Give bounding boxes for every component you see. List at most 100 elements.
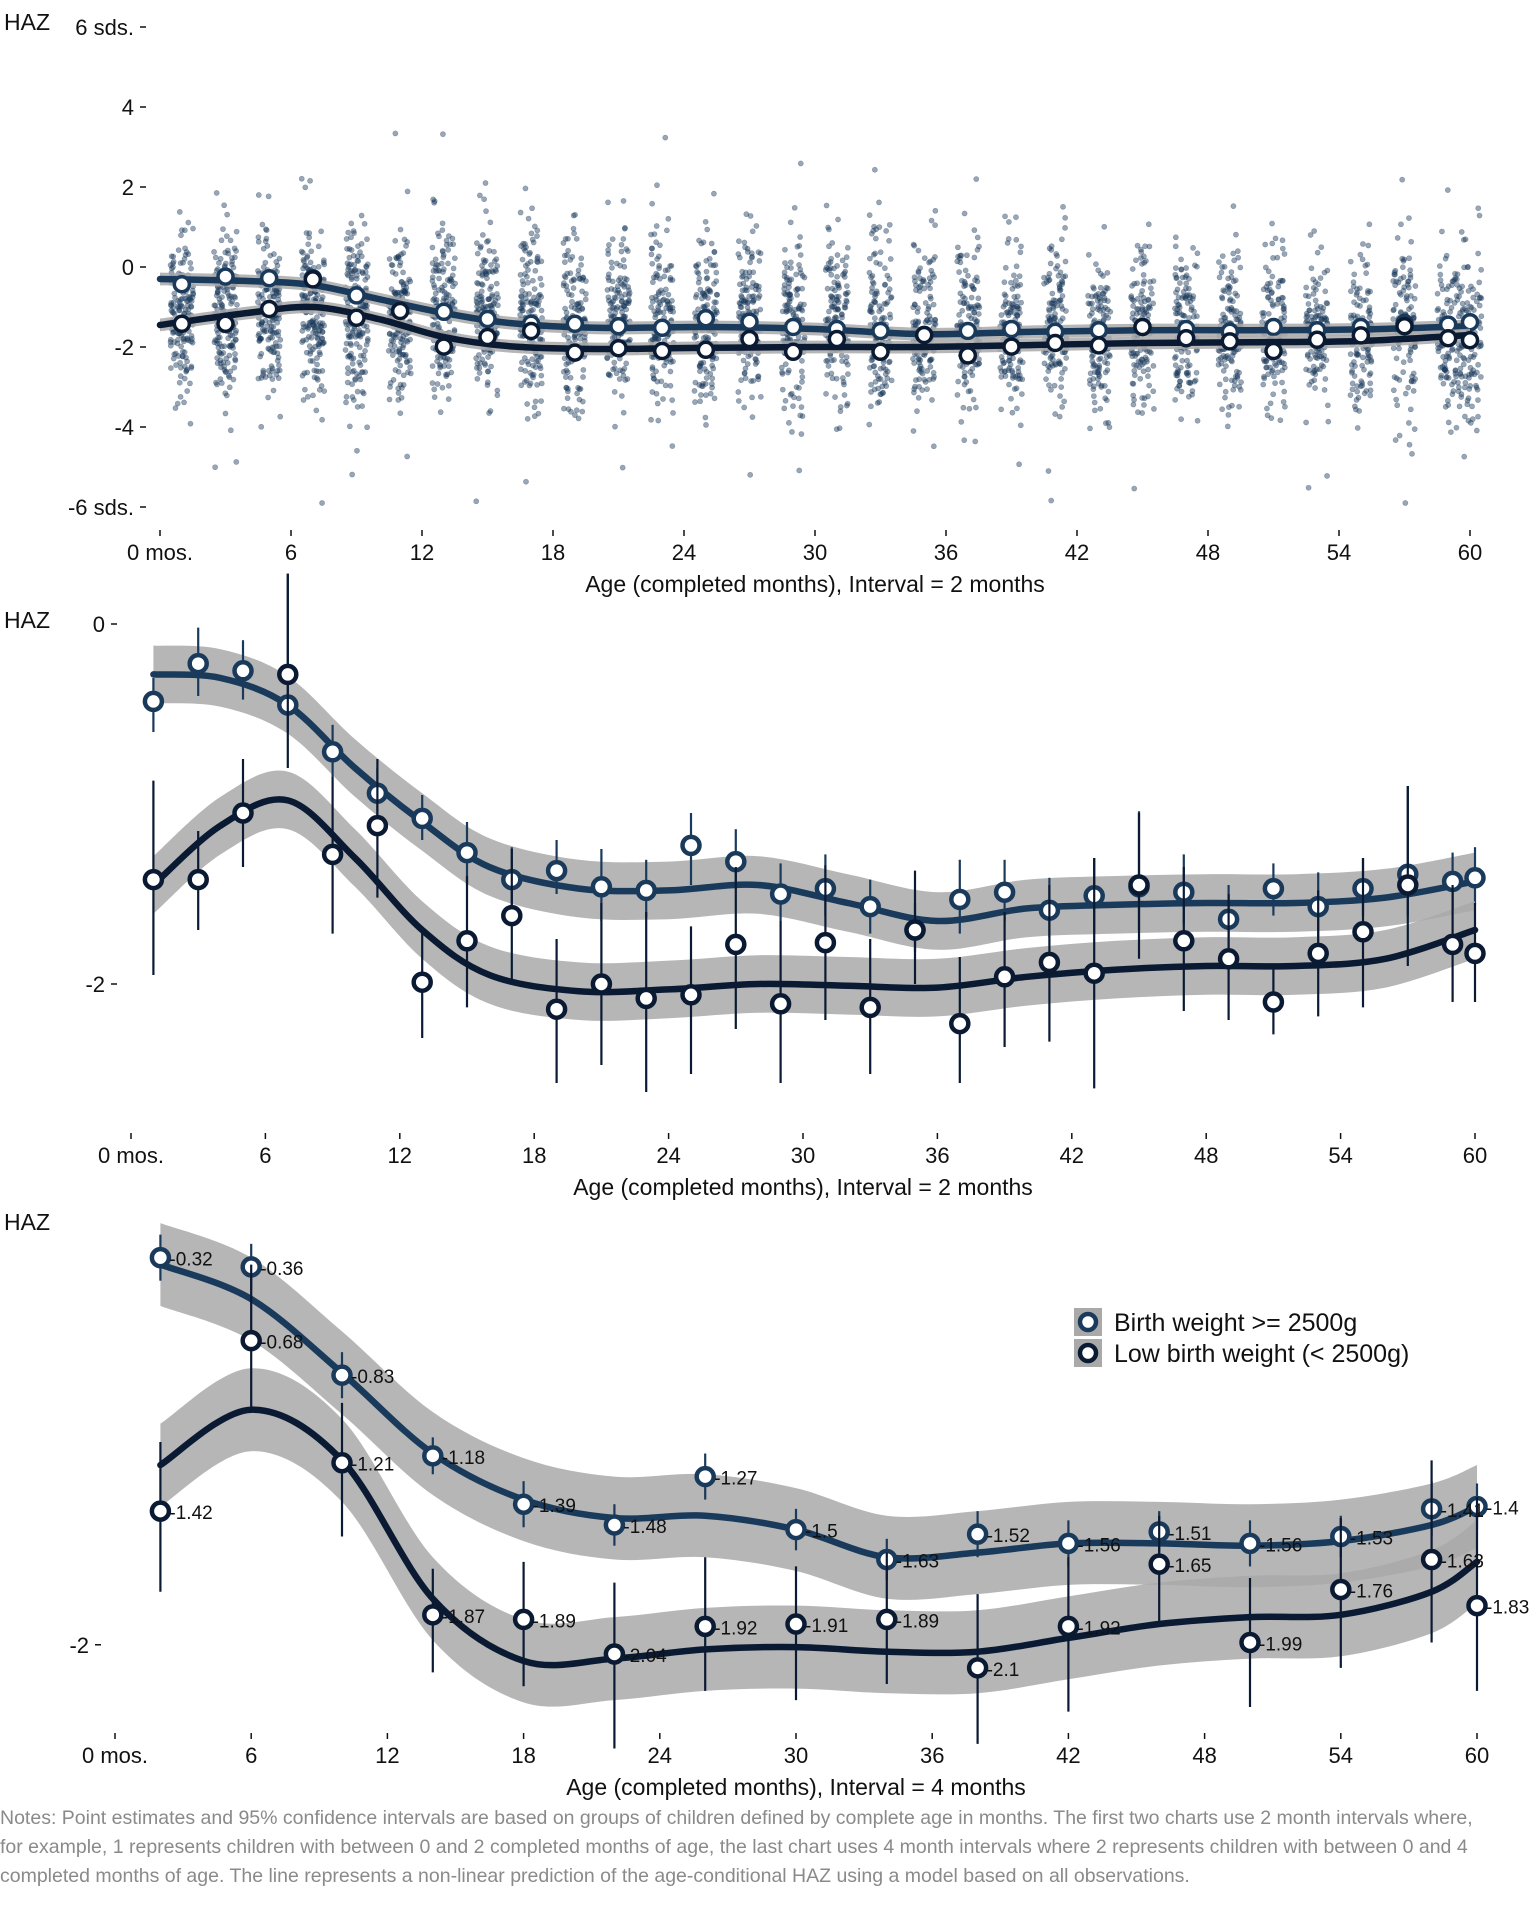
raw-point xyxy=(1303,366,1310,373)
raw-point xyxy=(404,239,411,245)
raw-point xyxy=(1059,306,1066,312)
raw-point xyxy=(876,399,883,405)
raw-point xyxy=(307,348,314,355)
raw-point xyxy=(304,369,311,376)
raw-point xyxy=(1018,391,1025,397)
raw-point xyxy=(401,288,408,295)
raw-point xyxy=(871,386,878,393)
raw-point xyxy=(1281,388,1288,395)
raw-point xyxy=(529,277,536,284)
raw-point xyxy=(275,332,282,339)
raw-point xyxy=(258,350,265,357)
raw-point xyxy=(517,209,524,216)
raw-point xyxy=(1350,283,1357,290)
raw-point xyxy=(971,227,978,234)
raw-point xyxy=(176,307,183,314)
raw-point xyxy=(181,375,188,382)
raw-point xyxy=(1465,395,1472,402)
raw-point xyxy=(346,334,352,341)
raw-point xyxy=(1475,361,1482,368)
raw-point xyxy=(345,272,352,279)
raw-point xyxy=(303,230,310,236)
raw-point xyxy=(174,303,181,310)
raw-point xyxy=(270,349,277,356)
raw-point xyxy=(793,287,800,293)
raw-point xyxy=(1137,375,1144,382)
raw-point xyxy=(1178,266,1185,273)
raw-point xyxy=(582,296,589,303)
raw-point xyxy=(1397,275,1404,282)
raw-point xyxy=(1179,311,1185,318)
raw-point xyxy=(1013,385,1020,392)
raw-point xyxy=(172,405,179,411)
raw-point xyxy=(1470,286,1476,293)
raw-point xyxy=(1269,367,1276,374)
raw-point xyxy=(402,290,409,297)
raw-point xyxy=(439,384,446,391)
raw-point xyxy=(1145,366,1152,373)
point-estimate xyxy=(904,919,926,941)
raw-point xyxy=(177,373,184,380)
raw-point xyxy=(180,259,186,266)
raw-point xyxy=(1048,386,1054,393)
raw-point xyxy=(392,331,399,338)
point-estimate xyxy=(949,1012,971,1035)
y-tick-label: -2 xyxy=(114,335,134,360)
raw-point xyxy=(662,382,669,389)
raw-point xyxy=(473,498,480,505)
raw-point xyxy=(1236,369,1243,376)
raw-point xyxy=(886,286,893,293)
raw-point xyxy=(399,351,406,358)
raw-point xyxy=(1460,361,1467,368)
raw-point xyxy=(1275,296,1282,303)
raw-point xyxy=(171,290,178,297)
raw-point xyxy=(212,464,219,471)
point-estimate xyxy=(1239,1532,1261,1555)
raw-point xyxy=(1265,280,1271,287)
raw-point xyxy=(573,235,580,242)
raw-point xyxy=(358,212,365,219)
raw-point xyxy=(579,398,586,405)
raw-point xyxy=(799,273,806,279)
raw-point xyxy=(1045,468,1052,474)
raw-point xyxy=(534,233,540,239)
raw-point xyxy=(621,365,628,372)
raw-point xyxy=(274,357,281,364)
raw-point xyxy=(1367,387,1374,394)
raw-point xyxy=(1016,461,1023,468)
raw-point xyxy=(654,400,661,407)
raw-point xyxy=(1062,258,1069,265)
raw-point xyxy=(403,280,410,287)
raw-point xyxy=(883,228,890,234)
raw-point xyxy=(621,263,628,270)
raw-point xyxy=(842,301,848,308)
raw-point xyxy=(269,290,276,297)
raw-point xyxy=(1440,353,1447,360)
raw-point xyxy=(359,269,366,275)
raw-point xyxy=(578,262,584,268)
raw-point xyxy=(605,271,612,278)
x-tick-label: 48 xyxy=(1192,1743,1216,1768)
raw-point xyxy=(870,363,877,370)
raw-point xyxy=(440,131,446,138)
raw-point xyxy=(1236,314,1243,321)
raw-point xyxy=(1178,256,1184,263)
raw-point xyxy=(825,363,832,369)
point-estimate xyxy=(769,993,792,1015)
raw-point xyxy=(255,268,261,274)
raw-point xyxy=(301,370,308,377)
raw-point xyxy=(1129,296,1136,303)
raw-point xyxy=(438,260,445,267)
raw-point xyxy=(358,240,365,247)
raw-point xyxy=(881,265,888,272)
raw-point xyxy=(1365,352,1372,359)
raw-point xyxy=(702,414,709,421)
raw-point xyxy=(190,225,196,232)
raw-point xyxy=(483,208,489,215)
raw-point xyxy=(912,321,919,328)
raw-point xyxy=(708,240,715,247)
raw-point xyxy=(310,392,316,399)
raw-point xyxy=(834,273,840,280)
raw-point xyxy=(1101,223,1108,230)
raw-point xyxy=(179,348,186,355)
